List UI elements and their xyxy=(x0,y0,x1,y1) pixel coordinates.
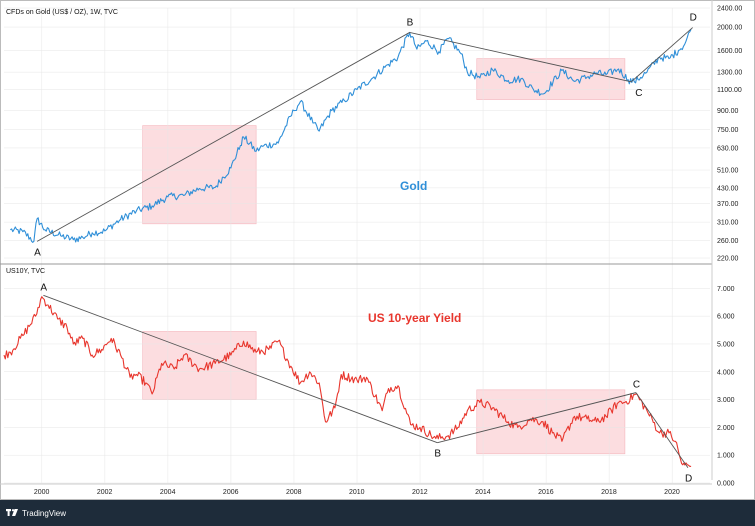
x-tick-label: 2006 xyxy=(223,489,239,496)
gold-y-axis[interactable]: 2400.00 2000.00 1600.00 1300.00 1100.00 900.0… xyxy=(717,6,742,263)
trendlines xyxy=(36,27,693,468)
yield-point-label-c: C xyxy=(633,380,640,391)
gold-series-path[interactable] xyxy=(9,28,692,243)
gold-trendline-BC[interactable] xyxy=(409,32,632,83)
yield-highlight-zone-1 xyxy=(142,331,257,400)
gold-y-tick-label: 510.00 xyxy=(717,168,739,175)
tradingview-brand[interactable]: TradingView xyxy=(22,508,67,518)
yield-trendline-AB[interactable] xyxy=(43,294,438,444)
yield-y-tick-label: 7.000 xyxy=(717,286,735,293)
gold-trendline-AB[interactable] xyxy=(36,32,410,242)
x-tick-label: 2000 xyxy=(34,489,50,496)
x-tick-label: 2020 xyxy=(664,489,680,496)
yield-y-tick-label: 3.000 xyxy=(717,397,735,404)
gold-chart-header: CFDs on Gold (US$ / OZ), 1W, TVC xyxy=(6,9,118,16)
gold-y-tick-label: 750.00 xyxy=(717,127,739,134)
yield-y-axis[interactable]: 7.000 6.000 5.000 4.000 3.000 2.000 1.000 0.000 xyxy=(717,286,735,488)
x-tick-label: 2016 xyxy=(538,489,554,496)
gold-y-tick-label: 630.00 xyxy=(717,145,739,152)
x-tick-label: 2014 xyxy=(475,489,491,496)
gold-y-tick-label: 370.00 xyxy=(717,201,739,208)
gold-highlight-zone-2 xyxy=(476,58,626,100)
yield-point-label-b: B xyxy=(434,449,441,460)
gold-highlight-zone-1 xyxy=(142,125,257,225)
gold-point-label-b: B xyxy=(407,17,414,28)
gold-point-label-c: C xyxy=(635,88,642,99)
yield-highlight-zones xyxy=(142,331,626,455)
yield-y-tick-label: 5.000 xyxy=(717,341,735,348)
time-x-axis[interactable]: 2000 2002 2004 2006 2008 2010 2012 2014 2016 2018… xyxy=(34,489,680,496)
gold-point-label-d: D xyxy=(690,13,697,24)
tradingview-logo-icon[interactable] xyxy=(6,508,18,518)
gold-y-tick-label: 260.00 xyxy=(717,238,739,245)
yield-series-path[interactable] xyxy=(3,296,692,467)
x-tick-label: 2010 xyxy=(349,489,365,496)
gold-y-tick-label: 1100.00 xyxy=(717,87,742,94)
gold-highlight-zones xyxy=(142,58,626,225)
chart-svg: A B C D A B C D 2400.00 2000.00 1600.00 1300.00 110… xyxy=(0,0,755,500)
yield-y-tick-label: 4.000 xyxy=(717,369,735,376)
yield-line xyxy=(3,296,692,467)
footer-bar: TradingView xyxy=(0,500,755,526)
gold-y-tick-label: 310.00 xyxy=(717,220,739,227)
x-tick-label: 2012 xyxy=(412,489,428,496)
gold-y-tick-label: 1300.00 xyxy=(717,70,742,77)
yield-point-label-d: D xyxy=(685,474,692,485)
yield-y-tick-label: 6.000 xyxy=(717,314,735,321)
gold-y-tick-label: 220.00 xyxy=(717,256,739,263)
yield-trendline-CD[interactable] xyxy=(635,392,689,468)
chart-border xyxy=(0,0,755,500)
gold-series-label: Gold xyxy=(400,179,427,193)
gold-trendline-CD[interactable] xyxy=(630,27,693,83)
x-tick-label: 2004 xyxy=(160,489,176,496)
yield-series-label: US 10-year Yield xyxy=(368,311,461,325)
gold-price-line xyxy=(9,28,692,243)
point-labels: A B C D A B C D xyxy=(34,13,697,485)
gold-y-tick-label: 900.00 xyxy=(717,108,739,115)
gold-y-tick-label: 1600.00 xyxy=(717,48,742,55)
x-tick-label: 2002 xyxy=(97,489,113,496)
x-tick-label: 2008 xyxy=(286,489,302,496)
gold-point-label-a: A xyxy=(34,247,41,258)
yield-y-tick-label: 2.000 xyxy=(717,425,735,432)
gold-y-tick-label: 2000.00 xyxy=(717,25,742,32)
yield-y-tick-label: 1.000 xyxy=(717,453,735,460)
yield-chart-header: US10Y, TVC xyxy=(6,268,45,275)
yield-y-tick-label: 0.000 xyxy=(717,481,735,488)
gold-y-tick-label: 430.00 xyxy=(717,185,739,192)
yield-point-label-a: A xyxy=(40,282,47,293)
x-tick-label: 2018 xyxy=(601,489,617,496)
gold-y-tick-label: 2400.00 xyxy=(717,6,742,13)
yield-trendline-BC[interactable] xyxy=(437,392,637,444)
